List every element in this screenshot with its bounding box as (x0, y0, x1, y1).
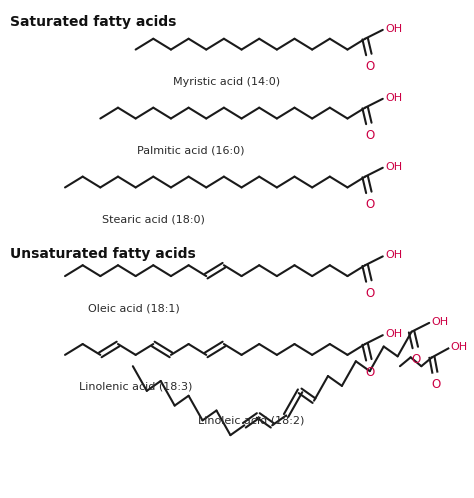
Text: OH: OH (385, 93, 402, 103)
Text: Palmitic acid (16:0): Palmitic acid (16:0) (137, 145, 245, 155)
Text: O: O (365, 129, 374, 142)
Text: O: O (365, 366, 374, 378)
Text: O: O (411, 354, 421, 367)
Text: O: O (431, 378, 440, 391)
Text: Myristic acid (14:0): Myristic acid (14:0) (173, 77, 280, 87)
Text: O: O (365, 198, 374, 211)
Text: Linolenic acid (18:3): Linolenic acid (18:3) (79, 382, 192, 392)
Text: OH: OH (385, 250, 402, 260)
Text: OH: OH (385, 24, 402, 34)
Text: OH: OH (431, 317, 449, 327)
Text: OH: OH (385, 329, 402, 339)
Text: OH: OH (451, 343, 468, 353)
Text: Linoleic acid (18:2): Linoleic acid (18:2) (198, 415, 304, 425)
Text: Saturated fatty acids: Saturated fatty acids (10, 15, 176, 29)
Text: Stearic acid (18:0): Stearic acid (18:0) (102, 215, 205, 225)
Text: Oleic acid (18:1): Oleic acid (18:1) (88, 303, 180, 313)
Text: OH: OH (385, 162, 402, 172)
Text: O: O (365, 287, 374, 300)
Text: O: O (365, 60, 374, 73)
Text: Unsaturated fatty acids: Unsaturated fatty acids (10, 247, 195, 260)
